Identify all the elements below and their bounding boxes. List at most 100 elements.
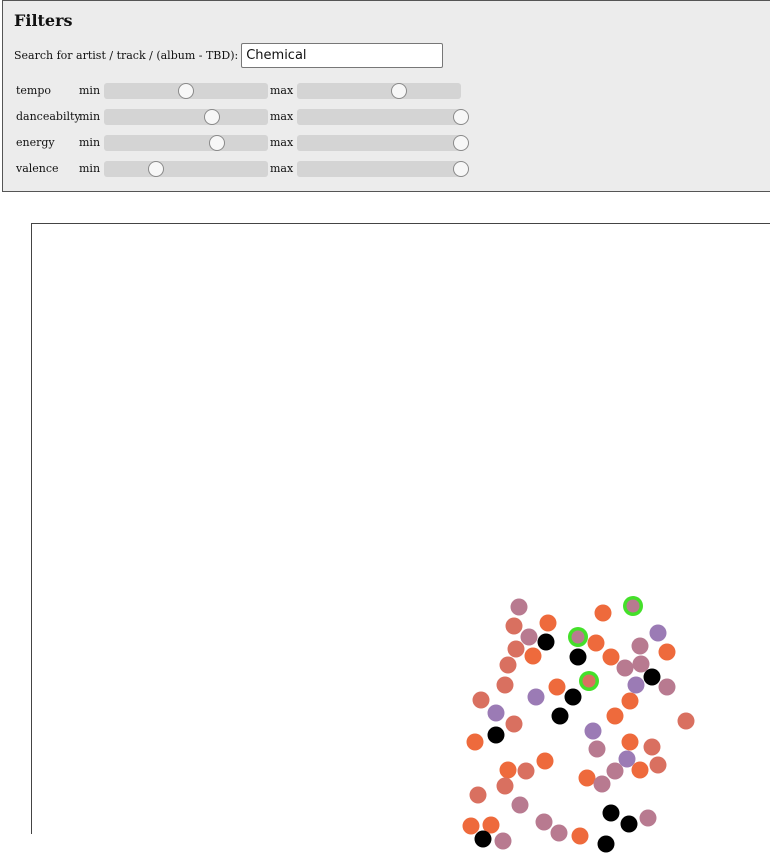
scatter-point[interactable]	[520, 628, 538, 646]
valence-min-slider[interactable]	[104, 161, 268, 177]
scatter-point[interactable]	[524, 647, 542, 665]
danceabilty-min-slider[interactable]	[104, 109, 268, 125]
valence-max-slider-thumb[interactable]	[453, 161, 469, 177]
scatter-point-dot	[594, 604, 612, 622]
scatter-point[interactable]	[536, 752, 554, 770]
scatter-point-dot	[602, 804, 620, 822]
scatter-point-dot	[472, 691, 490, 709]
scatter-point-dot	[537, 633, 555, 651]
scatter-point[interactable]	[618, 750, 636, 768]
valence-max-slider[interactable]	[297, 161, 469, 177]
scatter-point-dot	[517, 762, 535, 780]
scatter-point[interactable]	[569, 648, 587, 666]
scatter-point[interactable]	[658, 678, 676, 696]
scatter-point[interactable]	[627, 676, 645, 694]
danceabilty-min-label: min	[79, 110, 101, 123]
scatter-point-dot	[469, 786, 487, 804]
scatter-point[interactable]	[658, 643, 676, 661]
energy-min-slider[interactable]	[104, 135, 268, 151]
valence-max-label: max	[270, 162, 294, 175]
scatter-point-dot	[462, 817, 480, 835]
scatter-point[interactable]	[594, 604, 612, 622]
scatter-point[interactable]	[623, 596, 643, 616]
scatter-point[interactable]	[606, 762, 624, 780]
scatter-point[interactable]	[571, 827, 589, 845]
scatter-point[interactable]	[487, 726, 505, 744]
scatter-point-dot	[494, 832, 512, 850]
scatter-point-dot	[511, 796, 529, 814]
scatter-point[interactable]	[487, 704, 505, 722]
scatter-point[interactable]	[631, 761, 649, 779]
tempo-min-slider-thumb[interactable]	[178, 83, 194, 99]
scatter-point[interactable]	[472, 691, 490, 709]
scatter-point[interactable]	[584, 722, 602, 740]
valence-min-slider-thumb[interactable]	[148, 161, 165, 177]
scatter-point-dot	[597, 835, 615, 853]
danceabilty-max-slider[interactable]	[297, 109, 469, 125]
scatter-point[interactable]	[527, 688, 545, 706]
scatter-point[interactable]	[537, 633, 555, 651]
scatter-point[interactable]	[643, 738, 661, 756]
scatter-point[interactable]	[505, 617, 523, 635]
scatter-point[interactable]	[510, 598, 528, 616]
scatter-point[interactable]	[482, 816, 500, 834]
scatter-point[interactable]	[517, 762, 535, 780]
scatter-point[interactable]	[496, 676, 514, 694]
scatter-point[interactable]	[616, 659, 634, 677]
scatter-point[interactable]	[462, 817, 480, 835]
scatter-point[interactable]	[494, 832, 512, 850]
scatter-point[interactable]	[643, 668, 661, 686]
scatter-point[interactable]	[469, 786, 487, 804]
scatter-point[interactable]	[499, 761, 517, 779]
scatter-point[interactable]	[551, 707, 569, 725]
scatter-point[interactable]	[587, 634, 605, 652]
scatter-point[interactable]	[677, 712, 695, 730]
scatter-point[interactable]	[548, 678, 566, 696]
scatter-point[interactable]	[550, 824, 568, 842]
scatter-point[interactable]	[602, 648, 620, 666]
scatter-point[interactable]	[639, 809, 657, 827]
search-input[interactable]	[241, 43, 444, 68]
scatter-point[interactable]	[632, 655, 650, 673]
filters-panel: Filters Search for artist / track / (alb…	[2, 0, 770, 192]
scatter-point[interactable]	[579, 671, 599, 691]
scatter-point[interactable]	[597, 835, 615, 853]
scatter-point[interactable]	[578, 769, 596, 787]
scatter-point[interactable]	[621, 733, 639, 751]
scatter-point[interactable]	[496, 777, 514, 795]
energy-min-label: min	[79, 136, 101, 149]
energy-max-slider-thumb[interactable]	[453, 135, 469, 151]
scatter-point[interactable]	[564, 688, 582, 706]
scatter-point[interactable]	[505, 715, 523, 733]
scatter-point[interactable]	[606, 707, 624, 725]
scatter-point[interactable]	[588, 740, 606, 758]
scatter-point[interactable]	[568, 627, 588, 647]
tempo-max-slider[interactable]	[297, 83, 461, 99]
slider-row-tempo: tempo min max	[3, 83, 473, 99]
scatter-point[interactable]	[593, 775, 611, 793]
scatter-point-dot	[564, 688, 582, 706]
energy-min-slider-thumb[interactable]	[209, 135, 226, 151]
scatter-point[interactable]	[466, 733, 484, 751]
scatter-point[interactable]	[649, 624, 667, 642]
scatter-point[interactable]	[474, 830, 492, 848]
scatter-point[interactable]	[535, 813, 553, 831]
tempo-min-slider[interactable]	[104, 83, 268, 99]
scatter-point[interactable]	[621, 692, 639, 710]
scatter-point-dot	[658, 678, 676, 696]
scatter-point-dot	[616, 659, 634, 677]
scatter-point[interactable]	[539, 614, 557, 632]
scatter-point[interactable]	[507, 640, 525, 658]
scatter-point[interactable]	[602, 804, 620, 822]
danceabilty-max-slider-thumb[interactable]	[453, 109, 469, 125]
energy-max-slider[interactable]	[297, 135, 469, 151]
tempo-max-slider-thumb[interactable]	[390, 83, 407, 99]
scatter-point[interactable]	[511, 796, 529, 814]
danceabilty-min-slider-thumb[interactable]	[204, 109, 221, 125]
scatter-point[interactable]	[649, 756, 667, 774]
scatter-point-dot	[535, 813, 553, 831]
scatter-point[interactable]	[631, 637, 649, 655]
scatter-point[interactable]	[499, 656, 517, 674]
scatter-point[interactable]	[620, 815, 638, 833]
